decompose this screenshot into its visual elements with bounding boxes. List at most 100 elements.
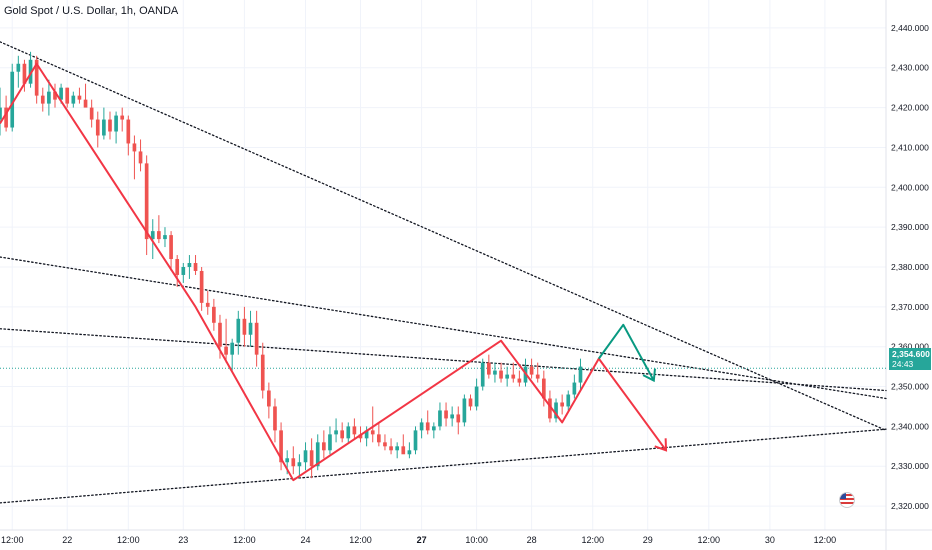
time-tick-label: 12:00 <box>349 535 372 545</box>
candle <box>163 227 167 248</box>
candle-body <box>4 107 8 128</box>
time-axis: 12:00 22 12:00 23 12:00 24 12:00 27 10:00 28 12:00… <box>1 535 836 545</box>
candle-body <box>297 462 302 467</box>
candle-body <box>59 87 63 100</box>
candle-body <box>334 430 338 435</box>
candle <box>47 79 51 116</box>
green-projection-path <box>598 323 655 382</box>
candle-body <box>89 107 94 120</box>
candle <box>138 139 143 172</box>
time-tick-label: 30 <box>765 535 775 545</box>
candle-body <box>126 119 131 144</box>
candle-body <box>248 322 253 335</box>
us-flag-icon[interactable] <box>839 492 855 508</box>
candle <box>187 255 192 279</box>
candle-body <box>169 235 173 260</box>
candle-body <box>187 263 192 267</box>
price-tick-label: 2,400.000 <box>891 182 929 192</box>
candle <box>28 51 33 88</box>
candle <box>169 231 173 271</box>
candle-body <box>47 91 51 104</box>
candle-body <box>138 151 143 164</box>
candle-body <box>322 442 326 451</box>
candle <box>480 358 485 391</box>
candle <box>432 422 436 439</box>
candle-body <box>71 95 76 104</box>
red-arrowhead <box>654 438 668 452</box>
candle-body <box>352 426 357 435</box>
candle <box>407 442 412 459</box>
candle <box>193 255 198 275</box>
candle <box>309 438 314 479</box>
candle-body <box>0 107 2 120</box>
candle <box>95 111 100 148</box>
candle-body <box>480 362 485 387</box>
candle-body <box>383 442 387 447</box>
candle-body <box>22 63 27 84</box>
candle <box>102 107 106 140</box>
candle <box>377 422 381 447</box>
candle-body <box>181 266 186 275</box>
trendline <box>0 328 887 392</box>
candle-body <box>34 59 39 96</box>
candle <box>199 266 204 311</box>
candle <box>560 394 564 415</box>
candle-body <box>53 91 57 100</box>
candle <box>224 318 228 363</box>
candle-body <box>279 430 283 463</box>
candle-body <box>16 63 21 72</box>
candle <box>0 87 2 136</box>
price-tick-label: 2,360.000 <box>891 342 929 352</box>
candle <box>413 426 418 455</box>
candle <box>181 263 186 283</box>
candle-body <box>144 163 149 240</box>
candle-body <box>389 446 393 451</box>
candle-body <box>578 366 583 383</box>
candle <box>114 111 118 144</box>
candle <box>566 390 571 411</box>
time-tick-label: 12:00 <box>814 535 837 545</box>
candle-body <box>150 231 155 240</box>
price-tick-label: 2,380.000 <box>891 262 929 272</box>
candle <box>474 378 479 411</box>
candle <box>535 362 540 383</box>
candle <box>40 87 45 112</box>
candle-body <box>377 434 381 443</box>
candle-body <box>364 430 369 439</box>
candle-body <box>548 398 552 419</box>
candle-body <box>83 99 88 108</box>
time-tick-label: 23 <box>178 535 188 545</box>
time-tick-label: 28 <box>527 535 537 545</box>
candle <box>120 107 125 132</box>
candle <box>89 99 94 128</box>
candle <box>364 426 369 447</box>
price-tick-label: 2,330.000 <box>891 461 929 471</box>
candle-body <box>456 414 461 423</box>
candle-body <box>413 430 418 451</box>
price-tick-label: 2,430.000 <box>891 63 929 73</box>
candle-body <box>511 374 516 379</box>
candle-body <box>468 398 473 407</box>
candle-body <box>315 442 320 467</box>
candle-body <box>438 410 442 427</box>
candle-body <box>242 318 247 335</box>
candle <box>462 394 467 427</box>
trendline <box>0 41 887 432</box>
candle <box>83 83 88 108</box>
candle <box>126 115 131 156</box>
time-tick-label: 12:00 <box>698 535 721 545</box>
candle-body <box>193 263 198 271</box>
candle-body <box>554 402 558 419</box>
candle <box>132 135 137 180</box>
candle <box>322 430 326 459</box>
price-tick-label: 2,410.000 <box>891 142 929 152</box>
candle <box>456 406 461 435</box>
candle-body <box>10 71 15 128</box>
candle <box>205 290 210 315</box>
candle <box>395 442 400 459</box>
candle-body <box>65 87 70 104</box>
candle <box>212 298 216 331</box>
price-tick-label: 2,420.000 <box>891 103 929 113</box>
candle <box>279 422 283 471</box>
